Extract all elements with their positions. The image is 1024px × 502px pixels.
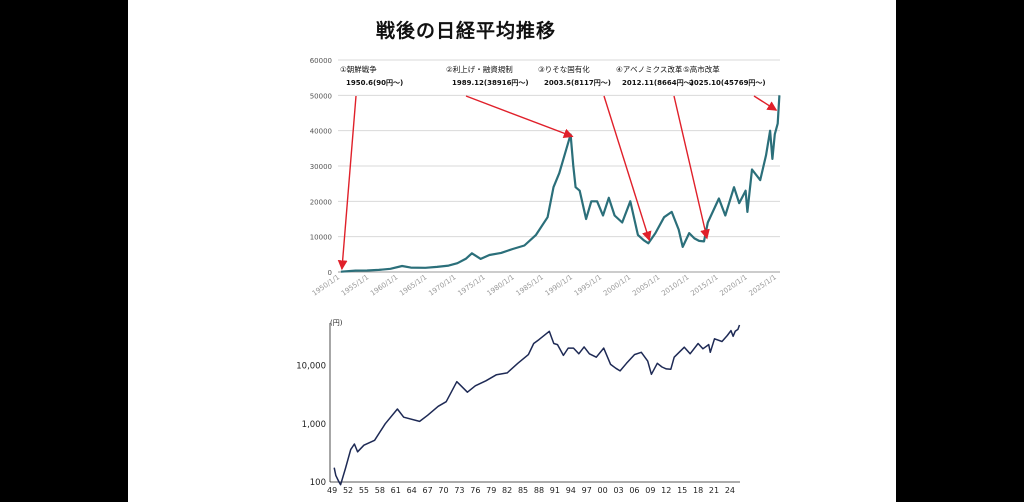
page-title: 戦後の日経平均推移 [376,20,557,42]
x-tick-label: 09 [645,486,655,495]
x-tick-label: 1980/1/1 [485,273,515,298]
annotation-title: ①朝鮮戦争 [340,64,377,74]
annotation-title: ④アベノミクス改革 [616,64,683,74]
x-tick-label: 70 [438,486,448,495]
x-tick-label: 1985/1/1 [515,273,545,298]
x-tick-label: 67 [423,486,433,495]
x-tick-label: 52 [343,486,353,495]
x-tick-label: 2005/1/1 [631,273,661,298]
x-tick-label: 1990/1/1 [544,273,574,298]
x-tick-label: 15 [677,486,687,495]
x-tick-label: 82 [502,486,512,495]
x-tick-label: 97 [582,486,592,495]
y-tick-label: 30000 [310,163,332,171]
x-tick-label: 2025/1/1 [748,273,778,298]
x-tick-label: 73 [454,486,464,495]
y-tick-label: 10,000 [296,362,326,372]
y-tick-label: 10000 [310,234,332,242]
annotation-arrow [465,95,574,138]
annotation-arrow [603,95,652,242]
series-line [333,324,741,486]
x-tick-label: 00 [598,486,608,495]
x-tick-label: 61 [391,486,401,495]
y-tick-label: 1,000 [302,420,326,430]
x-tick-label: 88 [534,486,544,495]
x-tick-label: 91 [550,486,560,495]
y-tick-label: 60000 [310,57,332,65]
x-tick-label: 24 [725,486,735,495]
annotation-detail: 1989.12(38916円～) [452,79,529,87]
x-tick-label: 76 [470,486,480,495]
y-tick-label: 40000 [310,128,332,136]
y-tick-label: 20000 [310,198,332,206]
y-tick-label: 0 [328,269,332,277]
x-tick-label: 1965/1/1 [398,273,428,298]
x-tick-label: 18 [693,486,703,495]
x-tick-label: 1950/1/1 [311,273,341,298]
log-chart: (円) 100 1,000 10,000 49 52 55 58 61 64 67 70 73 76 79 8… [296,319,741,495]
unit-label: (円) [330,319,343,327]
x-tick-label: 06 [629,486,639,495]
linear-chart: 01000020000300004000050000600001950/1/11… [310,57,781,298]
x-tick-label: 12 [661,486,671,495]
x-tick-label: 49 [327,486,337,495]
x-tick-label: 58 [375,486,385,495]
annotation-detail: 2025.10(45769円～) [689,79,766,87]
y-tick-label: 100 [310,478,326,488]
x-tick-label: 79 [486,486,496,495]
x-tick-label: 1970/1/1 [427,273,457,298]
x-tick-label: 55 [359,486,369,495]
annotation-detail: 2003.5(8117円～) [544,79,611,87]
annotation-arrow [337,95,357,271]
x-tick-label: 64 [407,486,417,495]
x-tick-label: 1995/1/1 [573,273,603,298]
y-tick-label: 50000 [310,92,332,100]
x-tick-label: 1975/1/1 [456,273,486,298]
annotation-title: ⑤高市改革 [683,64,720,74]
x-tick-label: 03 [613,486,623,495]
x-tick-label: 2000/1/1 [602,273,632,298]
annotation-arrow [673,95,710,240]
annotation-title: ③りそな国有化 [538,64,590,74]
x-tick-label: 2020/1/1 [718,273,748,298]
x-tick-label: 2015/1/1 [689,273,719,298]
annotation-arrow [753,95,778,111]
x-tick-label: 1960/1/1 [369,273,399,298]
x-tick-label: 85 [518,486,528,495]
x-tick-label: 21 [709,486,719,495]
annotation-detail: 1950.6(90円～) [346,79,403,87]
x-tick-label: 2010/1/1 [660,273,690,298]
series-line [340,95,781,273]
slide: 戦後の日経平均推移 0 10000 20000 30000 40000 50000 6000… [128,0,896,502]
x-tick-label: 94 [566,486,576,495]
x-tick-label: 1955/1/1 [340,273,370,298]
annotation-detail: 2012.11(8664円～) [622,79,694,87]
annotation-title: ②利上げ・融資規制 [446,64,513,74]
